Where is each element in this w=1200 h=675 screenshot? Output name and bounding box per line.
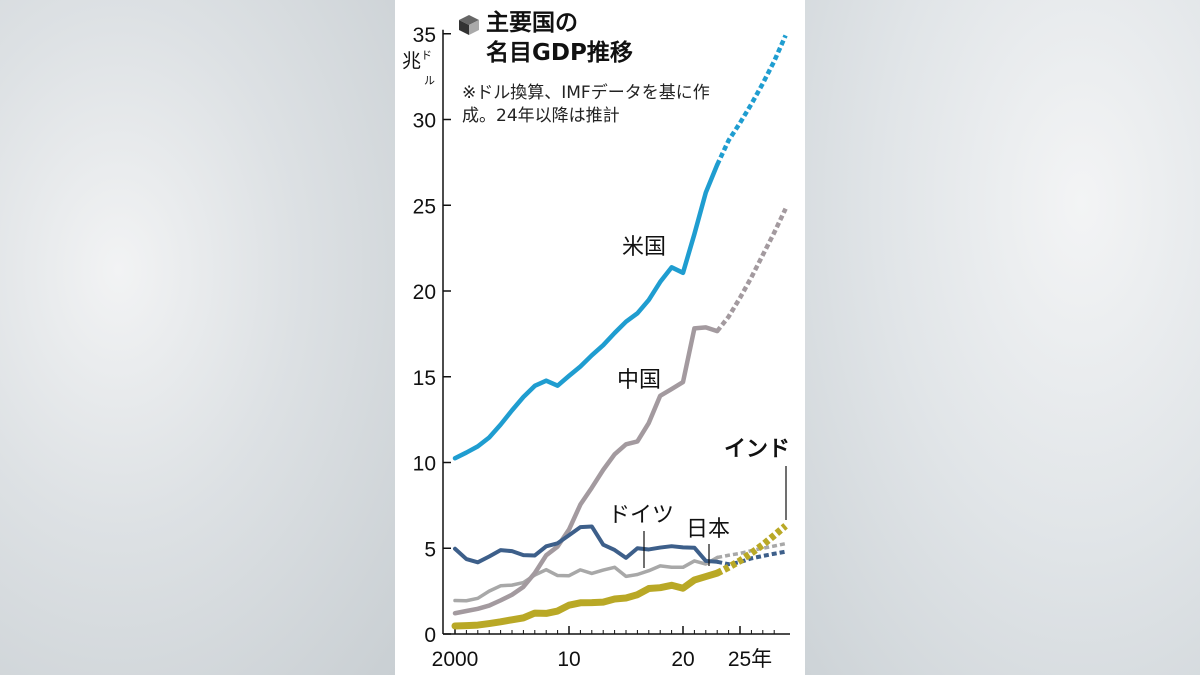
y-tick-label: 0	[424, 624, 436, 647]
series-line-日本-actual	[453, 524, 720, 565]
y-tick-label: 15	[413, 367, 436, 390]
series-label-中国: 中国	[617, 368, 661, 393]
y-tick-label: 25	[413, 195, 436, 218]
y-tick-label: 20	[413, 281, 436, 304]
y-tick-label: 35	[413, 24, 436, 47]
series-line-中国-estimate	[715, 207, 788, 333]
unit-sub-1: ド	[421, 49, 433, 62]
unit-sub-2: ル	[424, 74, 435, 87]
series-line-米国-actual	[452, 162, 720, 461]
axes: 0 5 10 15 20 25 30 35 2000 10 20 25年	[413, 24, 790, 671]
chart-note: ※ドル換算、IMFデータを基に作成。24年以降は推計	[462, 83, 710, 126]
y-axis-unit: 兆ド ル	[402, 46, 435, 87]
unit-main: 兆	[402, 50, 422, 72]
series-line-インド-estimate	[715, 523, 788, 577]
series-line-日本-estimate	[716, 549, 786, 567]
title-line-1: 主要国の	[486, 10, 578, 36]
title-line-2: 名目GDP推移	[486, 40, 633, 66]
x-tick-label: 20	[671, 648, 694, 671]
series-label-インド: インド	[724, 437, 790, 462]
chart-title: 主要国の 名目GDP推移	[458, 8, 633, 68]
series-label-米国: 米国	[622, 235, 666, 260]
y-tick-label: 5	[424, 538, 436, 561]
x-tick-label: 25年	[728, 648, 772, 671]
series-lines	[451, 34, 788, 630]
blurred-background-right	[805, 0, 1200, 675]
series-label-ドイツ: ドイツ	[608, 503, 674, 528]
y-tick-label: 30	[413, 110, 436, 133]
blurred-background-left	[0, 0, 395, 675]
series-line-中国-actual	[452, 325, 720, 616]
y-tick-label: 10	[413, 453, 436, 476]
x-tick-label: 10	[557, 648, 580, 671]
x-tick-label: 2000	[432, 648, 479, 671]
series-line-米国-estimate	[715, 34, 788, 166]
cube-icon	[459, 15, 479, 35]
series-label-日本: 日本	[686, 517, 730, 542]
series-line-インド-actual	[451, 569, 721, 630]
series-line-ドイツ-actual	[453, 555, 719, 603]
